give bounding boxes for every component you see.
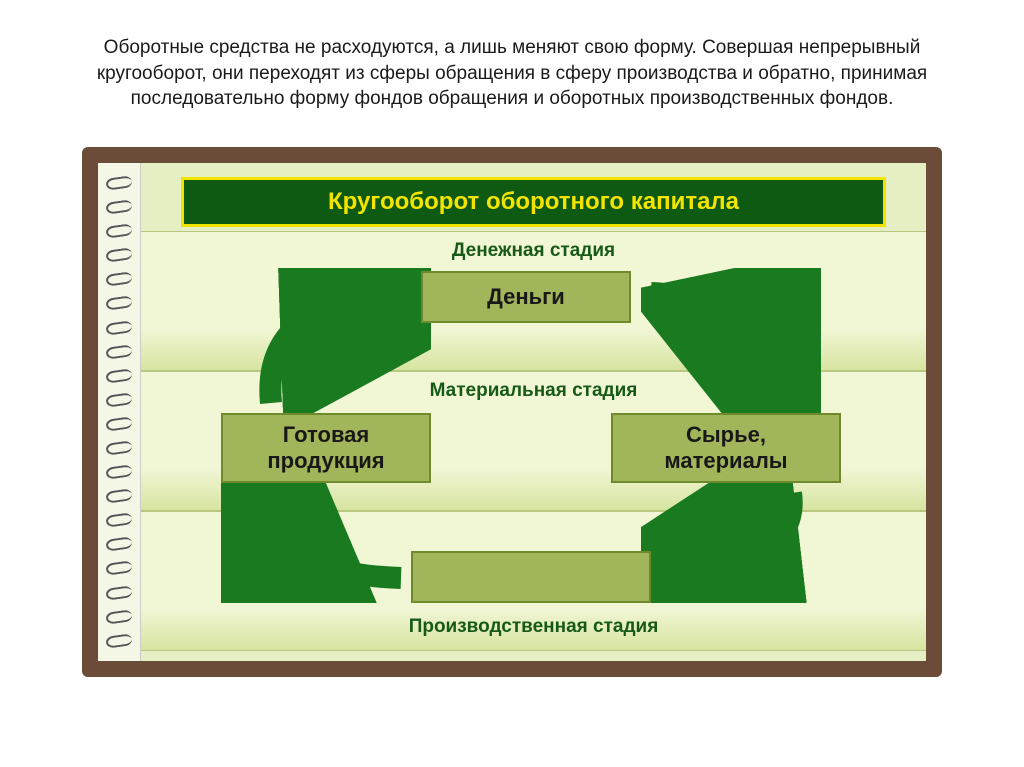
diagram-frame: Кругооборот оборотного капитала Денежная… xyxy=(82,147,942,677)
node-money-label: Деньги xyxy=(487,284,565,310)
node-raw-label: Сырье, материалы xyxy=(664,422,787,475)
stage-label-money: Денежная стадия xyxy=(141,240,926,262)
node-money: Деньги xyxy=(421,271,631,323)
intro-text: Оборотные средства не расходуются, а лиш… xyxy=(97,37,927,109)
arrow-finished-to-money xyxy=(231,268,431,418)
node-production xyxy=(411,551,651,603)
diagram-canvas: Кругооборот оборотного капитала Денежная… xyxy=(140,163,926,661)
arrow-money-to-raw xyxy=(641,268,821,418)
diagram-title-band: Кругооборот оборотного капитала xyxy=(181,177,886,227)
diagram-title: Кругооборот оборотного капитала xyxy=(328,188,739,216)
notebook: Кругооборот оборотного капитала Денежная… xyxy=(98,163,926,661)
intro-paragraph: Оборотные средства не расходуются, а лиш… xyxy=(60,35,964,112)
stage-label-production: Производственная стадия xyxy=(141,616,926,638)
arrow-production-to-finished xyxy=(221,483,421,603)
spiral-binding xyxy=(98,163,140,661)
node-finished-label: Готовая продукция xyxy=(267,422,384,475)
node-raw-materials: Сырье, материалы xyxy=(611,413,841,483)
arrow-raw-to-production xyxy=(641,483,841,603)
node-finished-goods: Готовая продукция xyxy=(221,413,431,483)
